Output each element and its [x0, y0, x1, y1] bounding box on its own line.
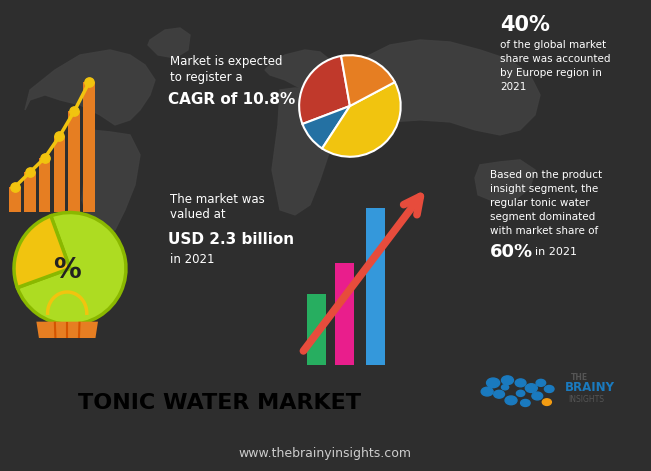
- Bar: [24, 172, 36, 212]
- Text: Market is expected: Market is expected: [170, 56, 283, 68]
- Circle shape: [542, 399, 551, 406]
- Text: share was accounted: share was accounted: [500, 54, 611, 64]
- Text: by Europe region in: by Europe region in: [500, 68, 602, 78]
- Text: to register a: to register a: [170, 72, 243, 84]
- Polygon shape: [82, 130, 140, 235]
- Text: regular tonic water: regular tonic water: [490, 198, 590, 208]
- Bar: [335, 263, 353, 365]
- Wedge shape: [303, 106, 350, 148]
- Text: %: %: [53, 256, 81, 284]
- Point: [84, 79, 94, 86]
- Circle shape: [486, 378, 500, 388]
- Circle shape: [505, 396, 517, 405]
- Text: insight segment, the: insight segment, the: [490, 184, 598, 194]
- Polygon shape: [475, 160, 535, 202]
- Polygon shape: [148, 28, 190, 58]
- Wedge shape: [299, 56, 350, 124]
- Wedge shape: [341, 55, 395, 106]
- Text: valued at: valued at: [170, 208, 226, 221]
- Text: BRAINY: BRAINY: [564, 381, 615, 394]
- Bar: [367, 208, 385, 365]
- Text: Based on the product: Based on the product: [490, 170, 602, 180]
- Text: THE: THE: [571, 373, 588, 382]
- Text: 60%: 60%: [490, 243, 533, 261]
- Text: in 2021: in 2021: [535, 247, 577, 257]
- Circle shape: [544, 385, 554, 392]
- Circle shape: [501, 385, 508, 390]
- Bar: [9, 187, 21, 212]
- Polygon shape: [36, 322, 98, 358]
- Text: The market was: The market was: [170, 194, 265, 206]
- Point: [39, 154, 49, 162]
- Bar: [307, 294, 326, 365]
- Text: www.thebrainyinsights.com: www.thebrainyinsights.com: [238, 447, 411, 460]
- Polygon shape: [265, 50, 335, 90]
- Text: USD 2.3 billion: USD 2.3 billion: [168, 232, 294, 247]
- Wedge shape: [18, 212, 126, 325]
- Text: with market share of: with market share of: [490, 226, 598, 236]
- Text: TONIC WATER MARKET: TONIC WATER MARKET: [79, 393, 361, 413]
- Circle shape: [521, 399, 530, 406]
- Wedge shape: [14, 216, 70, 288]
- Circle shape: [501, 376, 514, 385]
- Text: of the global market: of the global market: [500, 40, 606, 50]
- Point: [54, 133, 64, 140]
- Point: [10, 183, 20, 191]
- Polygon shape: [325, 40, 540, 135]
- Bar: [39, 158, 50, 212]
- Point: [69, 107, 79, 115]
- Circle shape: [493, 390, 505, 398]
- Text: INSIGHTS: INSIGHTS: [568, 395, 604, 404]
- Circle shape: [532, 392, 543, 400]
- Circle shape: [515, 379, 526, 387]
- Circle shape: [516, 390, 525, 397]
- Circle shape: [481, 387, 493, 396]
- Bar: [53, 137, 65, 212]
- Circle shape: [525, 384, 537, 392]
- Text: segment dominated: segment dominated: [490, 212, 595, 222]
- Text: CAGR of 10.8%: CAGR of 10.8%: [168, 92, 296, 107]
- Wedge shape: [322, 82, 400, 157]
- Circle shape: [536, 379, 546, 386]
- Bar: [68, 111, 80, 212]
- Polygon shape: [25, 50, 155, 125]
- Text: in 2021: in 2021: [170, 253, 214, 266]
- Text: 2021: 2021: [500, 82, 527, 92]
- Point: [25, 169, 35, 176]
- Polygon shape: [272, 88, 335, 215]
- Text: 40%: 40%: [500, 15, 550, 35]
- Bar: [83, 82, 95, 212]
